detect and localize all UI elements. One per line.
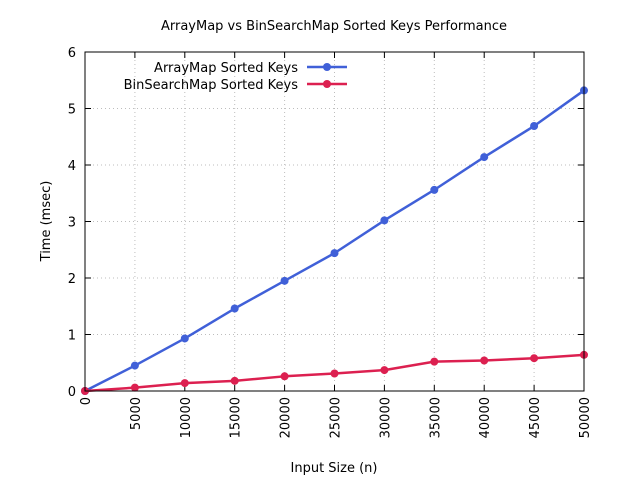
data-point bbox=[380, 216, 389, 225]
x-tick-label: 40000 bbox=[478, 397, 493, 438]
x-tick-label: 45000 bbox=[528, 397, 543, 438]
data-point bbox=[130, 361, 139, 370]
y-tick-label: 0 bbox=[68, 385, 76, 400]
x-tick-label: 0 bbox=[79, 397, 94, 405]
x-tick-label: 20000 bbox=[279, 397, 294, 438]
data-point bbox=[280, 276, 289, 285]
y-tick-label: 6 bbox=[68, 46, 76, 61]
y-tick-label: 2 bbox=[68, 272, 76, 287]
series-1 bbox=[81, 350, 588, 395]
data-point bbox=[280, 372, 289, 381]
legend-marker-arraymap bbox=[323, 63, 331, 71]
legend-marker-binsearchmap bbox=[323, 80, 331, 88]
grid bbox=[85, 52, 584, 391]
x-tick-label: 10000 bbox=[179, 397, 194, 438]
x-tick-label: 15000 bbox=[229, 397, 244, 438]
legend-entry-binsearchmap: BinSearchMap Sorted Keys bbox=[124, 78, 347, 93]
data-point bbox=[230, 376, 239, 385]
series-layer bbox=[81, 86, 588, 395]
x-tick-label: 35000 bbox=[428, 397, 443, 438]
y-tick-label: 3 bbox=[68, 216, 76, 231]
x-tick-label: 50000 bbox=[578, 397, 593, 438]
y-axis-label: Time (msec) bbox=[39, 181, 54, 263]
chart-title: ArrayMap vs BinSearchMap Sorted Keys Per… bbox=[161, 19, 507, 34]
y-tick-label: 4 bbox=[68, 159, 76, 174]
data-point bbox=[480, 153, 489, 162]
x-axis-ticks: 0 5000 10000 15000 20000 25000 30000 35000 40000… bbox=[79, 52, 593, 438]
x-tick-label: 30000 bbox=[378, 397, 393, 438]
plot-frame bbox=[84, 51, 585, 392]
legend-label-binsearchmap: BinSearchMap Sorted Keys bbox=[124, 78, 299, 93]
data-point bbox=[180, 334, 189, 343]
data-point bbox=[530, 354, 539, 363]
data-point bbox=[530, 122, 539, 131]
legend-label-arraymap: ArrayMap Sorted Keys bbox=[154, 61, 298, 76]
data-point bbox=[380, 366, 389, 375]
x-tick-label: 5000 bbox=[129, 397, 144, 430]
x-tick-label: 25000 bbox=[329, 397, 344, 438]
y-tick-label: 1 bbox=[68, 329, 76, 344]
data-point bbox=[330, 249, 339, 258]
y-tick-label: 5 bbox=[68, 103, 76, 118]
data-point bbox=[330, 369, 339, 378]
data-point bbox=[180, 379, 189, 388]
data-point bbox=[480, 356, 489, 365]
legend: ArrayMap Sorted Keys BinSearchMap Sorted… bbox=[124, 61, 347, 93]
data-point bbox=[230, 304, 239, 313]
data-point bbox=[130, 383, 139, 392]
data-point bbox=[430, 185, 439, 194]
y-axis-ticks: 0 1 2 3 4 5 6 bbox=[68, 46, 584, 400]
data-point bbox=[430, 357, 439, 366]
legend-entry-arraymap: ArrayMap Sorted Keys bbox=[154, 61, 347, 76]
x-axis-label: Input Size (n) bbox=[291, 461, 378, 476]
